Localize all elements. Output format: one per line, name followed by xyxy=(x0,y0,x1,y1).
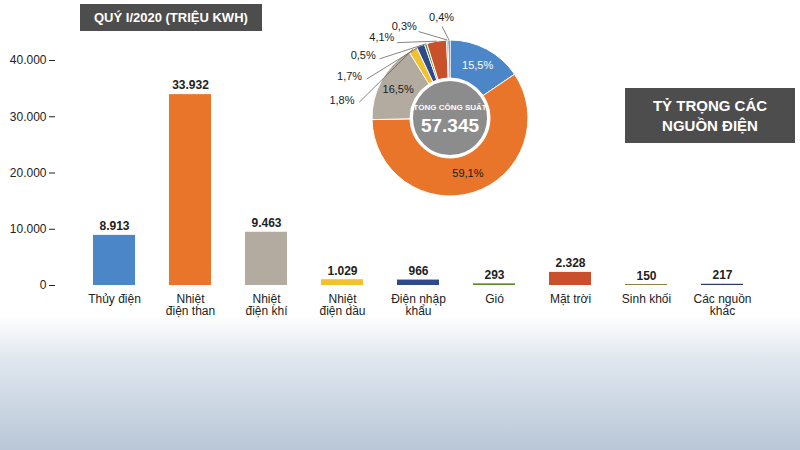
svg-text:57.345: 57.345 xyxy=(421,115,480,136)
svg-text:1.029: 1.029 xyxy=(327,264,357,278)
svg-text:Mặt trời: Mặt trời xyxy=(550,292,591,306)
svg-text:0: 0 xyxy=(40,278,47,292)
svg-text:10.000: 10.000 xyxy=(10,222,47,236)
svg-text:Nhiệtđiện than: Nhiệtđiện than xyxy=(166,292,215,318)
svg-text:Nhiệtđiện khí: Nhiệtđiện khí xyxy=(245,292,288,318)
svg-text:293: 293 xyxy=(484,268,504,282)
svg-text:8.913: 8.913 xyxy=(99,219,129,233)
svg-text:Điện nhậpkhẩu: Điện nhậpkhẩu xyxy=(391,292,446,318)
svg-text:20.000: 20.000 xyxy=(10,166,47,180)
svg-text:Thủy điện: Thủy điện xyxy=(88,292,141,306)
svg-text:TỔNG CÔNG SUẤT: TỔNG CÔNG SUẤT xyxy=(413,102,486,112)
html-text:TỶ TRỌNG CÁC NGUỒN ĐIỆN: TỶ TRỌNG CÁC NGUỒN ĐIỆN xyxy=(652,97,768,134)
svg-text:4,1%: 4,1% xyxy=(369,31,394,43)
svg-text:Nhiệtđiện dầu: Nhiệtđiện dầu xyxy=(319,292,365,318)
svg-text:Gió: Gió xyxy=(485,292,504,306)
svg-text:15,5%: 15,5% xyxy=(462,59,493,71)
svg-text:966: 966 xyxy=(408,264,428,278)
svg-text:150: 150 xyxy=(636,268,656,282)
svg-text:1,8%: 1,8% xyxy=(329,94,354,106)
svg-text:33.932: 33.932 xyxy=(172,78,209,92)
svg-text:Sinh khối: Sinh khối xyxy=(622,292,671,306)
svg-text:9.463: 9.463 xyxy=(251,216,281,230)
html-text:QUÝ I/2020 (TRIỆU KWH): QUÝ I/2020 (TRIỆU KWH) xyxy=(94,10,248,25)
svg-text:0,5%: 0,5% xyxy=(351,49,376,61)
svg-text:1,7%: 1,7% xyxy=(337,70,362,82)
svg-text:0,4%: 0,4% xyxy=(429,11,454,23)
svg-text:30.000: 30.000 xyxy=(10,110,47,124)
svg-text:40.000: 40.000 xyxy=(10,53,47,67)
svg-text:0,3%: 0,3% xyxy=(392,20,417,32)
svg-text:2.328: 2.328 xyxy=(555,256,585,270)
svg-text:59,1%: 59,1% xyxy=(452,167,483,179)
svg-text:Các nguồnkhác: Các nguồnkhác xyxy=(693,292,751,318)
svg-text:217: 217 xyxy=(712,268,732,282)
svg-text:16,5%: 16,5% xyxy=(383,83,414,95)
